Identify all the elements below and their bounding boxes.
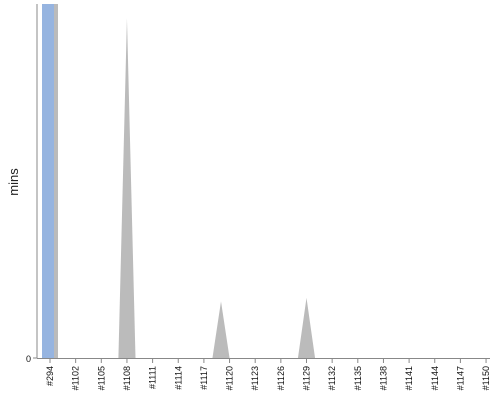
x-tick-label: #1150 — [481, 366, 491, 390]
x-tick-label: #1117 — [199, 366, 209, 390]
y-tick-label: 0 — [26, 354, 31, 364]
x-tick-label: #1105 — [96, 366, 106, 390]
x-tick-label: #1141 — [404, 366, 414, 390]
x-tick-label: #1114 — [173, 366, 183, 390]
highlight-bar — [42, 4, 54, 358]
area-spike — [297, 297, 316, 358]
x-tick-label: #1132 — [327, 366, 337, 390]
x-tick-label: #1126 — [276, 366, 286, 390]
x-tick-label: #1147 — [455, 366, 465, 390]
x-tick-label: #1138 — [378, 366, 388, 390]
x-tick-label: #1120 — [225, 366, 235, 390]
area-spike — [212, 301, 230, 358]
x-tick-label: #1111 — [148, 366, 158, 389]
y-axis-title: mins — [6, 168, 21, 196]
x-tick-label: #1108 — [122, 366, 132, 390]
x-tick-label: #1135 — [353, 366, 363, 390]
x-tick-label: #1144 — [430, 366, 440, 390]
area-spike — [118, 18, 136, 358]
x-tick-label: #1123 — [250, 366, 260, 390]
x-tick-label: #294 — [45, 366, 55, 386]
x-tick-label: #1129 — [302, 366, 312, 390]
x-tick-label: #1102 — [71, 366, 81, 390]
